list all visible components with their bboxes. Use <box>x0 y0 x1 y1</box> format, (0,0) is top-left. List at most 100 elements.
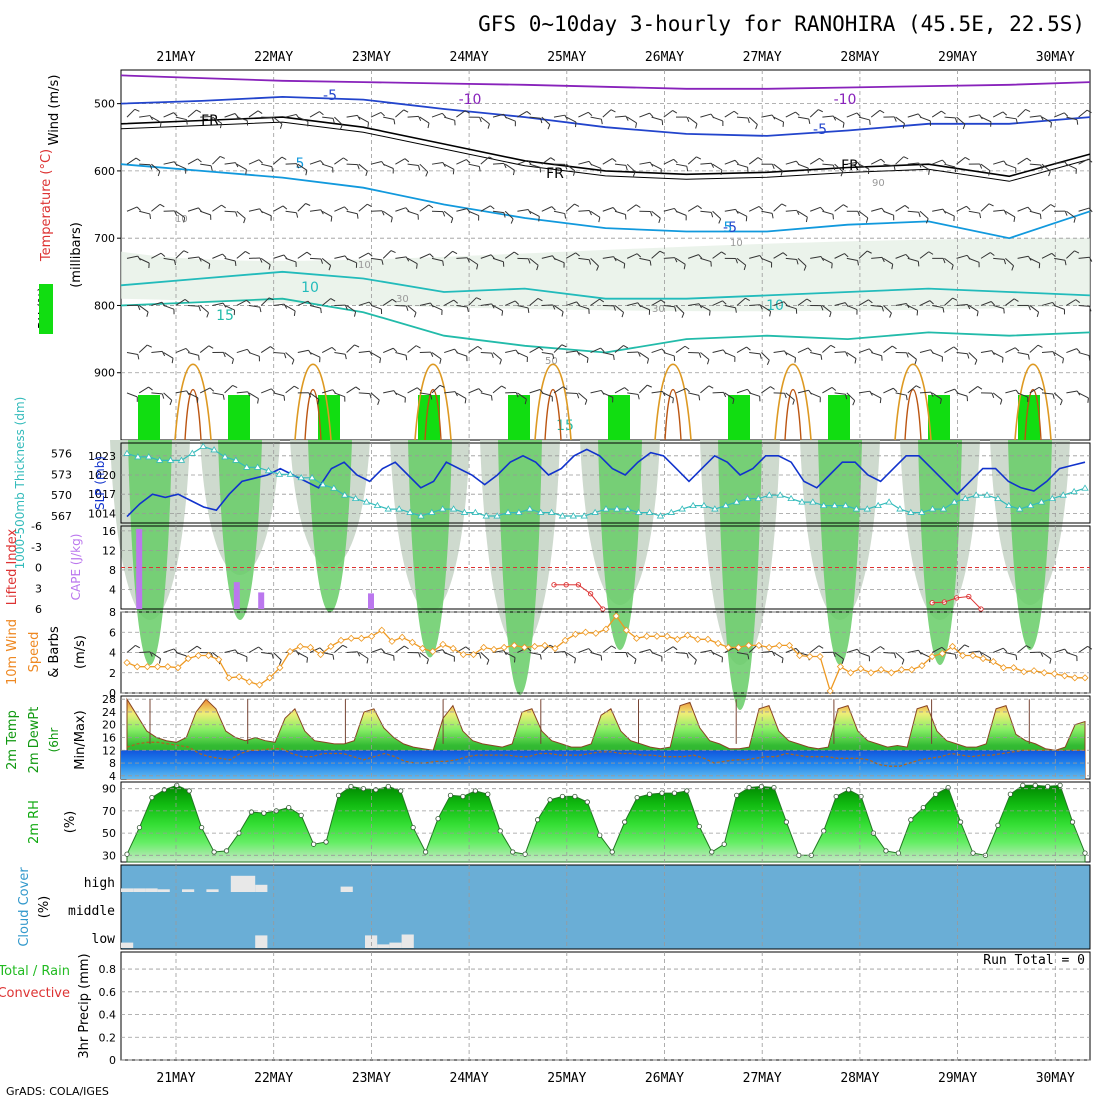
isotherm-5 <box>120 163 1091 240</box>
wind-speed-point <box>622 626 630 634</box>
low-level-contour <box>534 363 572 441</box>
wind-speed-point <box>306 643 315 652</box>
wind-speed-point <box>510 641 518 649</box>
upper-wind-barb <box>700 385 710 394</box>
upper-wind-barb <box>712 251 722 259</box>
upper-wind-barb <box>224 305 235 311</box>
upper-wind-barb <box>1017 352 1029 356</box>
wind-speed-point <box>796 651 804 660</box>
upper-wind-barb <box>480 392 492 397</box>
surface-wind-barb-feather <box>795 648 800 653</box>
low-level-contour <box>294 363 332 441</box>
rh-point <box>883 848 889 854</box>
upper-wind-barb-feather <box>906 352 909 358</box>
low-level-contour <box>654 363 692 441</box>
surface-wind-barb-feather <box>196 645 202 650</box>
surface-wind-barb <box>785 647 797 653</box>
upper-wind-barb-feather <box>1028 305 1031 311</box>
credit-label: GrADS: COLA/IGES <box>6 1085 109 1098</box>
upper-wind-barb-feather <box>527 307 530 313</box>
upper-wind-barb <box>187 352 199 356</box>
upper-wind-barb <box>163 161 175 165</box>
upper-wind-barb <box>212 253 223 259</box>
upper-wind-barb-feather <box>527 160 532 165</box>
upper-wind-barb-feather <box>452 250 458 255</box>
upper-wind-barb-feather <box>806 298 812 303</box>
upper-wind-barb-feather <box>540 118 543 124</box>
wind-speed-point <box>398 633 406 641</box>
precip-tick-label: 0.2 <box>99 1031 117 1044</box>
upper-wind-barb <box>212 204 222 212</box>
wind-speed-point <box>255 681 264 689</box>
upper-wind-barb-feather <box>146 311 149 317</box>
upper-wind-barb <box>224 257 236 262</box>
rh-point <box>696 823 702 830</box>
rh-point <box>559 793 566 800</box>
upper-wind-barb-feather <box>830 344 836 349</box>
surface-wind-barb-feather <box>564 651 568 657</box>
upper-wind-barb-feather <box>929 300 934 305</box>
upper-wind-barb <box>822 305 832 313</box>
wind-speed-point <box>694 635 702 643</box>
upper-wind-barb-feather <box>1076 119 1079 125</box>
upper-wind-barb-feather <box>990 252 995 256</box>
upper-wind-barb <box>810 255 822 259</box>
top-day-label: 25MAY <box>547 50 586 65</box>
upper-wind-barb-feather <box>405 355 408 361</box>
upper-wind-barb <box>517 392 527 400</box>
upper-wind-barb <box>871 304 883 308</box>
upper-wind-barb <box>431 112 443 118</box>
upper-wind-barb-feather <box>1013 216 1016 222</box>
rh-point <box>261 810 267 816</box>
upper-wind-barb-feather <box>683 264 686 270</box>
rh-shading-green <box>918 440 962 665</box>
low-level-contour-inner <box>424 388 442 441</box>
wind-speed-point <box>531 642 539 650</box>
low-level-contour <box>774 363 812 441</box>
upper-wind-barb <box>151 163 161 172</box>
upper-wind-barb-feather <box>587 111 593 117</box>
thickness-point <box>395 505 403 512</box>
upper-wind-barb <box>443 163 455 170</box>
wind-speed-point <box>1030 667 1038 675</box>
upper-wind-barb-feather <box>600 347 605 352</box>
wind-speed-point <box>602 625 610 633</box>
upper-wind-barb-feather <box>339 124 343 130</box>
upper-wind-barb <box>553 210 565 215</box>
upper-wind-barb <box>395 109 405 118</box>
upper-wind-barb-feather <box>845 351 849 357</box>
surface-wind-barb-feather <box>672 646 678 651</box>
upper-wind-barb-feather <box>588 259 592 265</box>
thickness-point <box>972 491 980 498</box>
upper-wind-barb <box>883 257 893 265</box>
thickness-point <box>221 453 229 460</box>
upper-wind-barb <box>334 206 345 212</box>
upper-wind-barb <box>517 304 529 309</box>
upper-wind-barb-feather <box>344 354 347 360</box>
upper-wind-barb-feather <box>320 160 325 165</box>
upper-wind-barb <box>822 257 833 264</box>
thickness-point <box>145 453 153 460</box>
bottom-day-label: 27MAY <box>743 1071 782 1086</box>
thickness-point <box>896 505 904 512</box>
wind-speed-point <box>357 634 365 642</box>
upper-wind-barb <box>212 116 222 124</box>
upper-wind-barb <box>175 299 186 306</box>
upper-wind-barb <box>175 390 187 394</box>
ylabel-wind: Wind (m/s) <box>47 75 62 146</box>
surface-wind-barb-feather <box>332 654 335 660</box>
ylabel-cape: CAPE (J/kg) <box>69 534 83 601</box>
upper-wind-barb <box>443 210 454 219</box>
upper-wind-barb <box>187 207 199 212</box>
upper-wind-barb-feather <box>966 205 971 210</box>
upper-wind-barb-feather <box>305 170 308 176</box>
wind-speed-point <box>551 644 559 653</box>
upper-wind-barb-feather <box>866 250 872 254</box>
isotherm-10 <box>120 270 1091 300</box>
upper-wind-barb-feather <box>210 165 213 171</box>
upper-wind-barb-feather <box>771 114 776 120</box>
upper-wind-barb <box>517 110 528 118</box>
upper-wind-barb <box>138 386 149 394</box>
